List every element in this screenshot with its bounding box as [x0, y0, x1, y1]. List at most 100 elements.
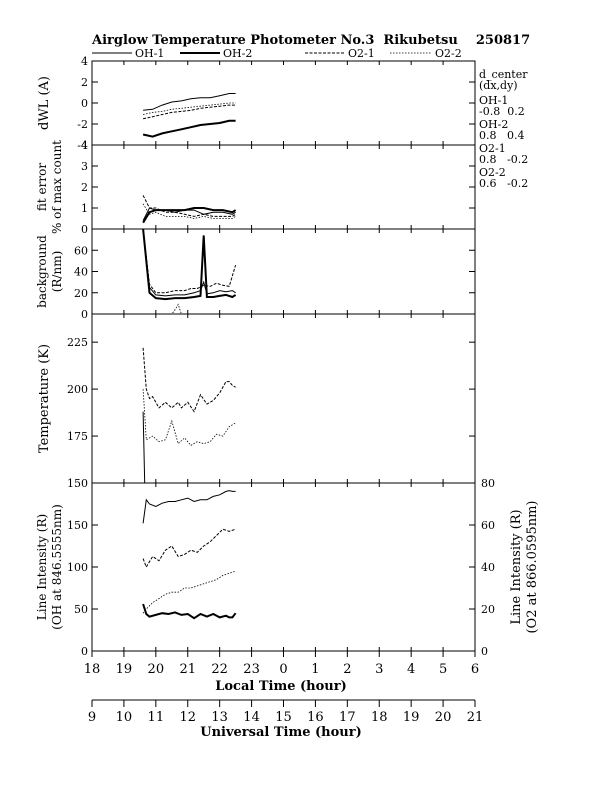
series-line-o2-1	[142, 528, 236, 569]
y-tick-label: 175	[67, 430, 88, 443]
y-tick-label: 2	[81, 76, 88, 89]
dwl-panel: 4 2 0 -2 -4 dWL (A)	[37, 55, 476, 152]
local-time-tick-label: 2	[343, 662, 351, 677]
local-time-tick-label: 3	[375, 662, 383, 677]
legend: OH-1 OH-2 O2-1 O2-2	[92, 47, 462, 60]
y-axis-label: % of max count	[50, 140, 64, 234]
y-axis-label: background	[35, 235, 49, 308]
series-line-o2-2	[143, 102, 236, 115]
side-note-value-oh2: 0.8 0.4	[479, 129, 524, 142]
ut-tick-label: 18	[371, 710, 388, 725]
local-time-tick-label: 1	[311, 662, 319, 677]
legend-label-o21: O2-1	[348, 47, 375, 60]
y-tick-label: 150	[67, 519, 88, 532]
ut-tick-label: 13	[211, 710, 228, 725]
panel-frame	[91, 60, 476, 146]
series-line-o2-1	[142, 228, 237, 294]
fit-error-panel: 4 3 2 1 0 fit error% of max count	[35, 139, 476, 236]
right-y-tick-label: 40	[481, 561, 495, 574]
side-note-name-oh1: OH-1	[479, 94, 508, 107]
legend-label-o22: O2-2	[435, 47, 462, 60]
ut-tick-label: 10	[116, 710, 133, 725]
chart-title: Airglow Temperature Photometer No.3 Riku…	[91, 33, 530, 48]
y-axis-label: fit error	[35, 163, 49, 211]
y-tick-label: 225	[67, 336, 88, 349]
series-line-oh-1	[143, 93, 236, 111]
y-tick-label: 200	[67, 383, 88, 396]
local-time-axis-label: Local Time (hour)	[215, 679, 347, 694]
local-time-tick-label: 23	[243, 662, 260, 677]
local-time-tick-label: 4	[407, 662, 415, 677]
y-tick-label: 0	[81, 223, 88, 236]
ut-tick-label: 11	[148, 710, 165, 725]
local-time-tick-label: 0	[279, 662, 287, 677]
local-time-tick-label: 22	[211, 662, 228, 677]
side-note-header: d_center	[479, 68, 528, 81]
ut-tick-label: 14	[243, 710, 260, 725]
local-time-tick-label: 6	[471, 662, 479, 677]
side-notes: d_center (dx,dy) OH-1 -0.8 0.2 OH-2 0.8 …	[479, 68, 528, 190]
series-line-o2-2	[142, 570, 236, 614]
side-note-value-oh1: -0.8 0.2	[479, 105, 525, 118]
y-tick-label: -2	[77, 118, 88, 131]
series-line-oh-2	[142, 119, 236, 138]
series-line-oh-1	[142, 228, 236, 297]
ut-tick-label: 12	[179, 710, 196, 725]
ut-axis-label: Universal Time (hour)	[200, 725, 362, 740]
panels: 4 2 0 -2 -4 dWL (A)4 3 2 1 0 fit error% of max cou…	[35, 55, 540, 658]
ut-tick-label: 19	[403, 710, 420, 725]
panel-frame	[91, 228, 476, 315]
local-time-tick-label: 18	[84, 662, 101, 677]
y-tick-label: 40	[74, 266, 88, 279]
series-line-o2-2	[142, 389, 236, 446]
right-y-axis-label: Line Intensity (R)	[509, 509, 524, 624]
y-tick-label: 1	[81, 202, 88, 215]
side-note-subheader: (dx,dy)	[479, 79, 518, 92]
temperature-panel: 225 200 175 150 Temperature (K)	[37, 313, 476, 490]
series-line-oh-1	[142, 490, 236, 524]
legend-label-oh2: OH-2	[223, 47, 252, 60]
right-y-tick-label: 20	[481, 603, 495, 616]
y-tick-label: 4	[81, 55, 88, 68]
ut-tick-label: 16	[307, 710, 324, 725]
y-axis-label: dWL (A)	[37, 76, 52, 130]
y-tick-label: 3	[81, 160, 88, 173]
panel-frame	[91, 482, 476, 652]
ut-tick-label: 21	[467, 710, 484, 725]
side-note-value-o21: 0.8 -0.2	[479, 153, 528, 166]
right-y-axis-label: (O2 at 866.0595nm)	[525, 500, 540, 633]
side-note-name-oh2: OH-2	[479, 118, 508, 131]
y-tick-label: 0	[81, 97, 88, 110]
local-time-tick-label: 20	[148, 662, 165, 677]
y-axis-label: Temperature (K)	[37, 344, 52, 453]
local-time-tick-label: 5	[439, 662, 447, 677]
y-tick-label: 0	[81, 308, 88, 321]
ut-tick-label: 17	[339, 710, 356, 725]
right-y-tick-label: 80	[481, 477, 495, 490]
series-line-oh-2	[142, 228, 237, 301]
y-tick-label: 100	[67, 561, 88, 574]
series-line-oh-2	[142, 207, 237, 224]
y-axis-label: (R/nm)	[50, 251, 64, 293]
ut-tick-label: 20	[435, 710, 452, 725]
side-note-name-o21: O2-1	[479, 142, 506, 155]
y-tick-label: 50	[74, 603, 88, 616]
local-time-tick-label: 21	[179, 662, 196, 677]
right-y-tick-label: 60	[481, 519, 495, 532]
y-tick-label: 20	[74, 287, 88, 300]
ut-tick-label: 15	[275, 710, 292, 725]
time-axes: 18 19 20 21 22 23 0 1 2 3 4 5 69 10 11 12 13 14 15 16 17 18 19…	[84, 651, 484, 725]
y-tick-label: -4	[77, 139, 88, 152]
ut-tick-label: 9	[88, 710, 96, 725]
series-line-o2-1	[142, 195, 236, 217]
y-axis-label: Line Intensity (R)	[35, 514, 49, 620]
background-panel: 60 40 20 0 background (R/nm)	[35, 228, 476, 321]
local-time-tick-label: 19	[116, 662, 133, 677]
y-axis-label: (OH at 846.5555nm)	[50, 504, 64, 630]
series-line-o2-1	[142, 104, 236, 120]
y-tick-label: 0	[81, 645, 88, 658]
side-note-name-o22: O2-2	[479, 166, 506, 179]
series-line-o2-2	[143, 303, 236, 315]
panel-frame	[91, 144, 476, 230]
